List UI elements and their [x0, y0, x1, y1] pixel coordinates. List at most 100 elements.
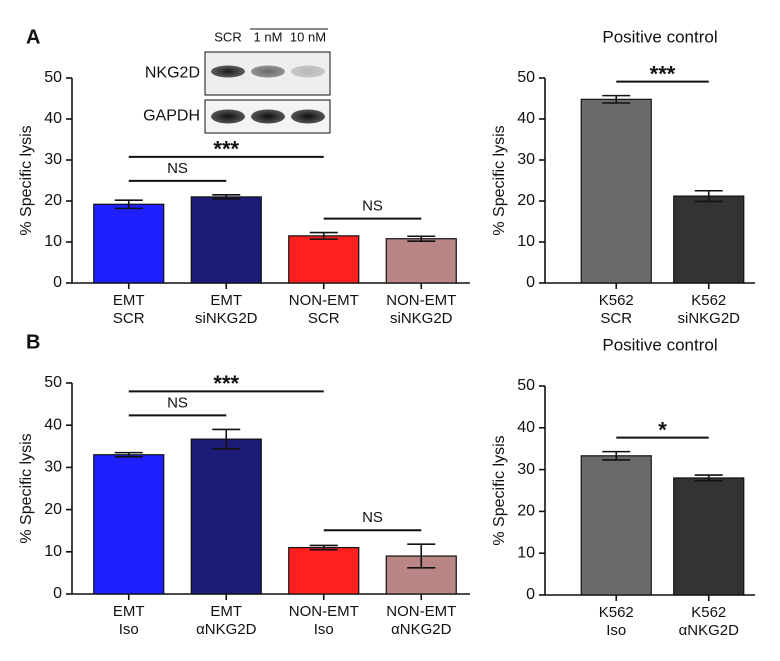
- significance-label: ***: [213, 137, 239, 162]
- blot-band: [291, 65, 325, 78]
- significance-label: *: [658, 417, 667, 442]
- y-axis-label: % Specific lysis: [18, 125, 35, 235]
- blot-band: [251, 65, 285, 78]
- x-tick-label: K562: [599, 292, 634, 309]
- significance-label: NS: [167, 160, 188, 177]
- bar: [288, 235, 360, 284]
- y-tick-label: 10: [44, 543, 62, 560]
- y-tick-label: 10: [44, 233, 62, 250]
- y-tick-label: 50: [44, 374, 62, 391]
- y-tick-label: 50: [517, 377, 535, 394]
- x-tick-label: NON-EMT: [289, 292, 359, 309]
- error-bar: [212, 194, 241, 200]
- x-tick-label: K562: [599, 604, 634, 621]
- y-axis-label: % Specific lysis: [18, 433, 35, 543]
- error-bar: [407, 543, 436, 569]
- x-tick-label: EMT: [210, 292, 242, 309]
- error-bar: [602, 450, 631, 461]
- y-tick-label: 0: [53, 274, 62, 291]
- bar: [288, 546, 360, 595]
- significance-label: NS: [362, 198, 383, 215]
- y-tick-label: 20: [44, 192, 62, 209]
- bar: [190, 438, 262, 595]
- error-bar: [309, 544, 338, 551]
- error-bar: [407, 235, 436, 242]
- x-tick-label: NON-EMT: [386, 603, 456, 620]
- significance-label: NS: [167, 394, 188, 411]
- x-tick-label: siNKG2D: [195, 310, 258, 327]
- blot-band: [251, 109, 285, 124]
- error-bar: [114, 451, 143, 458]
- y-tick-label: 30: [44, 459, 62, 476]
- panel-label: B: [26, 331, 40, 353]
- x-tick-label: αNKG2D: [196, 621, 257, 638]
- chart-title: Positive control: [602, 335, 717, 354]
- y-axis-label: % Specific lysis: [491, 125, 508, 235]
- significance-label: NS: [362, 509, 383, 526]
- blot-row-label: GAPDH: [143, 108, 200, 125]
- error-bar: [114, 199, 143, 210]
- blot-row-label: NKG2D: [145, 65, 200, 82]
- y-tick-label: 10: [517, 544, 535, 561]
- x-tick-label: NON-EMT: [289, 603, 359, 620]
- x-tick-label: EMT: [210, 603, 242, 620]
- bar: [580, 98, 652, 284]
- y-tick-label: 20: [517, 192, 535, 209]
- blot-band: [211, 65, 245, 78]
- y-tick-label: 40: [44, 416, 62, 433]
- x-tick-label: αNKG2D: [391, 621, 452, 638]
- western-blot-inset: SCR 1 nM 10 nM NKG2D GAPDH: [143, 28, 331, 134]
- bar: [190, 196, 262, 284]
- lane-label: 1 nM: [254, 29, 283, 44]
- lane-label: SCR: [214, 29, 241, 44]
- x-tick-label: K562: [691, 604, 726, 621]
- x-tick-label: SCR: [308, 310, 340, 327]
- y-tick-label: 30: [44, 151, 62, 168]
- y-tick-label: 20: [44, 501, 62, 518]
- bar: [385, 238, 457, 284]
- error-bar: [694, 474, 723, 482]
- bar: [673, 195, 745, 284]
- x-tick-label: Iso: [606, 622, 626, 639]
- x-tick-label: EMT: [113, 603, 145, 620]
- y-tick-label: 50: [517, 69, 535, 86]
- bar: [93, 203, 165, 284]
- x-tick-label: Iso: [119, 621, 139, 638]
- x-tick-label: siNKG2D: [390, 310, 453, 327]
- y-tick-label: 0: [526, 586, 535, 603]
- x-tick-label: Iso: [314, 621, 334, 638]
- x-tick-label: EMT: [113, 292, 145, 309]
- y-tick-label: 40: [517, 419, 535, 436]
- error-bar: [212, 428, 241, 450]
- blot-band: [291, 109, 325, 124]
- error-bar: [694, 189, 723, 203]
- bar: [673, 477, 745, 596]
- y-tick-label: 40: [44, 110, 62, 127]
- x-tick-label: αNKG2D: [679, 622, 740, 639]
- blot-band: [211, 109, 245, 124]
- x-tick-label: siNKG2D: [677, 310, 740, 327]
- chart-title: Positive control: [602, 27, 717, 46]
- x-tick-label: K562: [691, 292, 726, 309]
- error-bar: [602, 94, 631, 104]
- y-tick-label: 0: [53, 585, 62, 602]
- y-tick-label: 20: [517, 503, 535, 520]
- y-tick-label: 0: [526, 274, 535, 291]
- bar: [580, 455, 652, 596]
- x-tick-label: NON-EMT: [386, 292, 456, 309]
- bar: [93, 454, 165, 595]
- y-tick-label: 30: [517, 151, 535, 168]
- y-tick-label: 40: [517, 110, 535, 127]
- y-tick-label: 50: [44, 69, 62, 86]
- lane-label: 10 nM: [290, 29, 326, 44]
- error-bar: [309, 231, 338, 240]
- y-tick-label: 10: [517, 233, 535, 250]
- significance-label: ***: [213, 371, 239, 396]
- x-tick-label: SCR: [600, 310, 632, 327]
- x-tick-label: SCR: [113, 310, 145, 327]
